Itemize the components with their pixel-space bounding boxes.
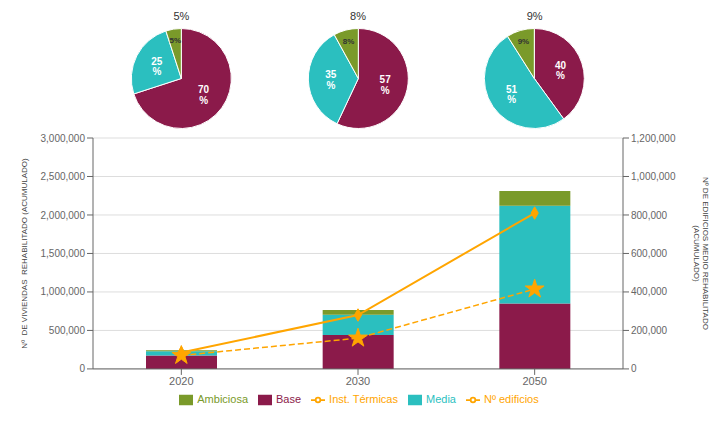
svg-text:Nº DE EDIFICIOS MEDIO REHABILI: Nº DE EDIFICIOS MEDIO REHABILITADO(ACUMU… xyxy=(692,177,710,330)
svg-text:70%: 70% xyxy=(198,84,210,105)
html-text:Nº edificios: Nº edificios xyxy=(484,392,539,405)
svg-text:1,000,000: 1,000,000 xyxy=(41,286,86,297)
svg-text:35%: 35% xyxy=(325,69,337,90)
svg-text:9%: 9% xyxy=(518,37,530,46)
svg-text:2020: 2020 xyxy=(169,375,193,387)
svg-text:40%: 40% xyxy=(555,59,567,80)
html-text:5%: 5% xyxy=(173,10,190,22)
svg-text:600,000: 600,000 xyxy=(631,248,668,259)
html-text:Media: Media xyxy=(426,392,456,405)
html-text:Ambiciosa: Ambiciosa xyxy=(197,392,248,405)
svg-text:800,000: 800,000 xyxy=(631,210,668,221)
svg-text:2030: 2030 xyxy=(346,375,370,387)
svg-text:25%: 25% xyxy=(151,55,163,76)
svg-text:0: 0 xyxy=(79,363,85,374)
svg-text:5%: 5% xyxy=(169,35,181,44)
svg-text:2,000,000: 2,000,000 xyxy=(41,210,86,221)
html-text:Base: Base xyxy=(276,392,302,405)
svg-text:2,500,000: 2,500,000 xyxy=(41,171,86,182)
html-text:Inst. Térmicas: Inst. Térmicas xyxy=(329,392,398,405)
svg-text:1,000,000: 1,000,000 xyxy=(631,171,676,182)
svg-text:1,500,000: 1,500,000 xyxy=(41,248,86,259)
svg-text:8%: 8% xyxy=(343,36,355,45)
svg-text:2050: 2050 xyxy=(522,375,546,387)
svg-text:51%: 51% xyxy=(506,83,518,104)
svg-text:Nº DE VIVIENDAS REHABILITADO: Nº DE VIVIENDAS REHABILITADO (ACUMULADO) xyxy=(20,158,29,349)
svg-text:3,000,000: 3,000,000 xyxy=(41,133,86,144)
svg-text:400,000: 400,000 xyxy=(631,286,668,297)
html-text:9%: 9% xyxy=(526,10,543,22)
svg-text:57%: 57% xyxy=(379,74,391,95)
html-text:8%: 8% xyxy=(350,10,366,22)
svg-text:0: 0 xyxy=(631,363,637,374)
svg-text:200,000: 200,000 xyxy=(631,325,668,336)
svg-text:1,200,000: 1,200,000 xyxy=(631,133,676,144)
svg-text:500,000: 500,000 xyxy=(49,325,86,336)
